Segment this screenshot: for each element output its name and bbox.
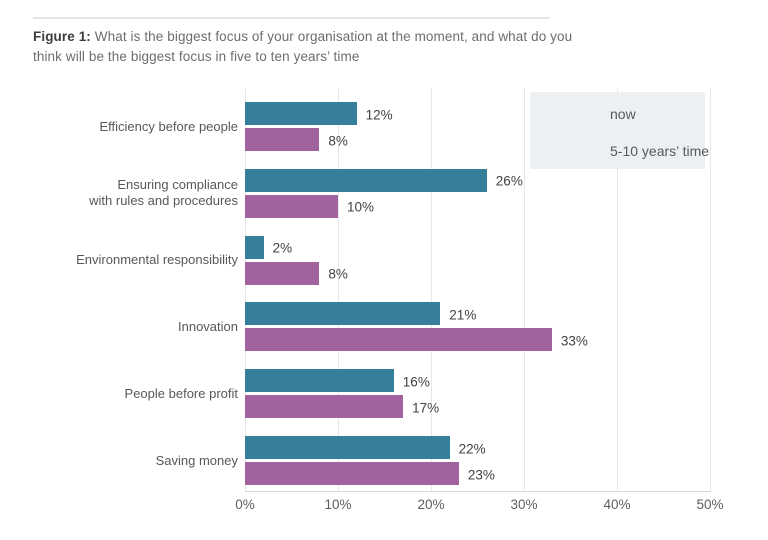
x-axis-label: 10%: [324, 497, 352, 512]
category-label: Ensuring compliance with rules and proce…: [89, 177, 238, 209]
legend-label-now: now: [610, 105, 636, 122]
bar-now: [245, 302, 441, 326]
bar-value-label: 2%: [272, 240, 293, 256]
category-label: Environmental responsibility: [76, 252, 238, 268]
legend-label-future: 5-10 years’ time: [610, 142, 710, 159]
category-label: People before profit: [124, 385, 238, 401]
figure-title: Figure 1: What is the biggest focus of y…: [33, 27, 713, 67]
bar-value-label: 10%: [347, 199, 375, 215]
bar-value-label: 21%: [449, 307, 477, 323]
x-axis-label: 40%: [603, 497, 631, 512]
x-axis-label: 30%: [510, 497, 538, 512]
bar-now: [245, 369, 394, 393]
x-axis-label: 0%: [235, 497, 255, 512]
figure-title-prefix: Figure 1:: [33, 29, 91, 44]
bar-value-label: 16%: [402, 374, 430, 390]
x-axis-line: [245, 491, 710, 492]
bar-future: [245, 395, 404, 419]
bar-future: [245, 328, 552, 352]
bar-now: [245, 235, 264, 259]
x-axis-label: 50%: [696, 497, 724, 512]
legend-swatch-now: [542, 100, 596, 127]
gridline: [244, 88, 246, 492]
bar-future: [245, 194, 338, 218]
bar-value-label: 8%: [328, 266, 348, 282]
bar-value-label: 33%: [560, 333, 588, 349]
bar-value-label: 26%: [495, 173, 523, 189]
bar-now: [245, 102, 357, 125]
bar-value-label: 22%: [458, 441, 486, 456]
gridline: [337, 88, 339, 492]
bar-value-label: 17%: [412, 400, 440, 416]
bar-future: [245, 261, 320, 285]
legend: now 5-10 years’ time: [530, 92, 709, 169]
x-axis-label: 20%: [417, 497, 445, 512]
bar-future: [245, 462, 459, 485]
gridline: [430, 88, 432, 492]
bar-value-label: 12%: [365, 107, 393, 122]
figure-title-text: What is the biggest focus of your organi…: [33, 29, 573, 64]
legend-swatch-future: [542, 137, 596, 164]
category-label: Efficiency before people: [99, 118, 238, 134]
category-label: Saving money: [155, 452, 238, 468]
category-label: Innovation: [178, 318, 238, 334]
bar-now: [245, 168, 487, 192]
title-top-rule: [33, 17, 550, 19]
bar-value-label: 8%: [328, 133, 348, 148]
bar-value-label: 23%: [467, 467, 495, 482]
gridline: [523, 88, 525, 492]
gridline: [709, 88, 711, 492]
bar-now: [245, 436, 450, 459]
gridline: [616, 88, 618, 492]
bar-future: [245, 128, 320, 151]
